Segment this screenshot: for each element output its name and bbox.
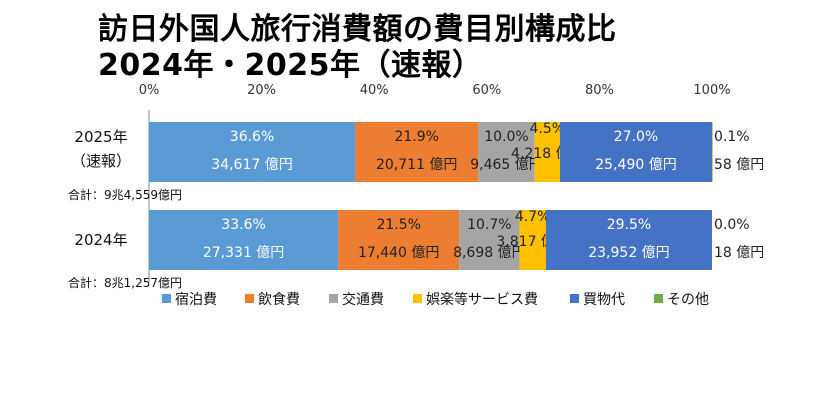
x-tick-label: 20% bbox=[247, 83, 276, 98]
data-label-amount: 9,465 億円 bbox=[470, 157, 543, 173]
data-label-percent: 0.0% bbox=[714, 217, 750, 233]
data-label-percent: 0.1% bbox=[714, 129, 750, 145]
legend-label: 買物代 bbox=[583, 292, 625, 308]
data-label-amount: 58 億円 bbox=[714, 157, 764, 173]
category-label: 2024年 bbox=[74, 231, 127, 249]
legend-label: 飲食費 bbox=[258, 291, 300, 308]
legend-label: その他 bbox=[667, 292, 709, 308]
x-tick-label: 80% bbox=[585, 83, 614, 98]
bar-segment-5 bbox=[559, 122, 712, 182]
chart-title-line1: 訪日外国人旅行消費額の費目別構成比 bbox=[98, 12, 617, 47]
data-label-amount: 25,490 億円 bbox=[595, 157, 676, 173]
bar-segment-5 bbox=[545, 210, 712, 270]
x-tick-label: 100% bbox=[693, 83, 730, 98]
data-label-percent: 10.7% bbox=[467, 217, 511, 233]
data-label-amount: 23,952 億円 bbox=[588, 245, 669, 261]
bar-segment-2 bbox=[355, 122, 479, 182]
x-tick-label: 40% bbox=[360, 83, 389, 98]
legend-label: 娯楽等サービス費 bbox=[426, 291, 538, 308]
bar-segment-1 bbox=[149, 122, 356, 182]
data-label-amount: 8,698 億円 bbox=[453, 245, 526, 261]
data-label-percent: 21.5% bbox=[376, 217, 420, 233]
data-label-percent: 4.7% bbox=[515, 209, 551, 225]
data-label-percent: 27.0% bbox=[614, 129, 658, 145]
legend-label: 宿泊費 bbox=[175, 291, 217, 308]
legend-swatch bbox=[654, 294, 663, 303]
bar-segment-1 bbox=[149, 210, 339, 270]
data-label-amount: 17,440 億円 bbox=[358, 245, 439, 261]
legend-swatch bbox=[570, 294, 579, 303]
legend-swatch bbox=[162, 294, 171, 303]
legend-swatch bbox=[329, 294, 338, 303]
category-total-label: 合計：9兆4,559億円 bbox=[68, 187, 182, 202]
data-label-percent: 21.9% bbox=[394, 129, 438, 145]
data-label-amount: 34,617 億円 bbox=[211, 157, 292, 173]
chart-title-line2: 2024年・2025年（速報） bbox=[98, 48, 483, 83]
category-label: 2025年 bbox=[74, 128, 127, 146]
data-label-percent: 33.6% bbox=[221, 217, 265, 233]
bar-segment-6 bbox=[712, 122, 713, 182]
data-label-amount: 18 億円 bbox=[714, 245, 764, 261]
bar-segment-3 bbox=[478, 122, 535, 182]
data-label-percent: 36.6% bbox=[230, 129, 274, 145]
bar-segment-3 bbox=[459, 210, 520, 270]
legend-swatch bbox=[245, 294, 254, 303]
bar-segment-4 bbox=[519, 210, 546, 270]
data-label-amount: 20,711 億円 bbox=[376, 157, 457, 173]
category-total-label: 合計：8兆1,257億円 bbox=[68, 275, 182, 290]
data-label-percent: 10.0% bbox=[484, 129, 528, 145]
data-label-percent: 29.5% bbox=[607, 217, 651, 233]
legend-label: 交通費 bbox=[342, 291, 384, 308]
legend-swatch bbox=[413, 294, 422, 303]
data-label-amount: 27,331 億円 bbox=[203, 245, 284, 261]
x-tick-label: 60% bbox=[472, 83, 501, 98]
bar-segment-4 bbox=[534, 122, 560, 182]
category-sublabel: （速報） bbox=[71, 152, 131, 170]
bar-segment-2 bbox=[338, 210, 460, 270]
data-label-percent: 4.5% bbox=[530, 121, 566, 137]
x-tick-label: 0% bbox=[139, 83, 160, 98]
